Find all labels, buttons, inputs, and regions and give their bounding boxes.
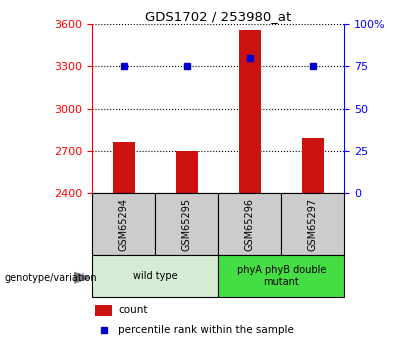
Text: GSM65295: GSM65295	[182, 198, 192, 251]
Bar	[218, 193, 281, 255]
Text: GSM65297: GSM65297	[308, 198, 318, 251]
Text: count: count	[118, 305, 147, 315]
Bar	[155, 193, 218, 255]
Title: GDS1702 / 253980_at: GDS1702 / 253980_at	[145, 10, 291, 23]
Text: genotype/variation: genotype/variation	[4, 273, 97, 283]
Text: phyA phyB double
mutant: phyA phyB double mutant	[237, 265, 326, 287]
Bar	[218, 255, 344, 297]
Bar	[176, 151, 198, 193]
Text: GSM65296: GSM65296	[245, 198, 255, 251]
Bar	[302, 138, 324, 193]
Polygon shape	[74, 272, 90, 283]
Bar	[92, 255, 218, 297]
Bar	[239, 30, 261, 193]
Bar	[95, 305, 112, 316]
Bar	[281, 193, 344, 255]
Text: wild type: wild type	[133, 271, 178, 281]
Text: GSM65294: GSM65294	[119, 198, 129, 251]
Bar	[113, 142, 135, 193]
Text: percentile rank within the sample: percentile rank within the sample	[118, 325, 294, 335]
Bar	[92, 193, 155, 255]
